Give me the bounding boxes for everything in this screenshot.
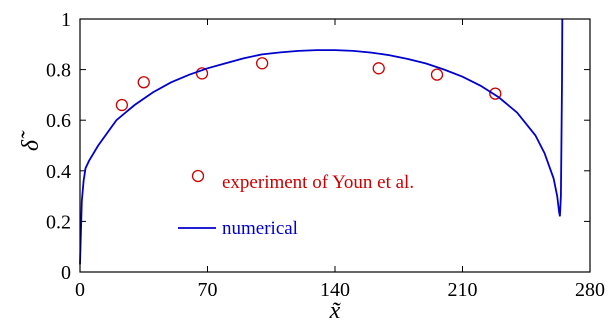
y-tick-label: 0 [61,262,71,284]
y-tick-label: 1 [61,9,71,31]
legend-experiment-label: experiment of Youn et al. [222,172,414,193]
experiment-point [195,67,209,80]
experiment-point [115,98,129,112]
plot-frame [79,18,591,273]
x-tick-label: 0 [75,279,85,301]
legend-experiment-marker [191,169,205,183]
numerical-line [79,18,564,265]
ticks-layer: 0 70 140 210 280 0 0.2 0.4 0.6 0.8 1 [46,9,605,301]
series-layer [79,18,564,265]
experiment-point [255,57,269,70]
x-tick-label: 140 [320,279,350,301]
experiment-point [489,87,502,100]
y-axis-label: δ̃ [18,130,44,151]
x-axis-label: x̃ [329,298,342,324]
experiment-point [137,76,150,89]
legend: experiment of Youn et al. numerical [178,169,414,239]
y-tick-label: 0.4 [46,161,71,183]
y-tick-label: 0.8 [46,60,71,82]
x-tick-label: 70 [198,279,218,301]
legend-numerical-label: numerical [222,218,298,239]
experiment-point [430,68,444,81]
y-tick-label: 0.2 [46,211,71,233]
y-tick-label: 0.6 [46,110,71,132]
experiment-point [372,62,385,75]
x-tick-label: 280 [575,279,605,301]
x-tick-label: 210 [448,279,478,301]
